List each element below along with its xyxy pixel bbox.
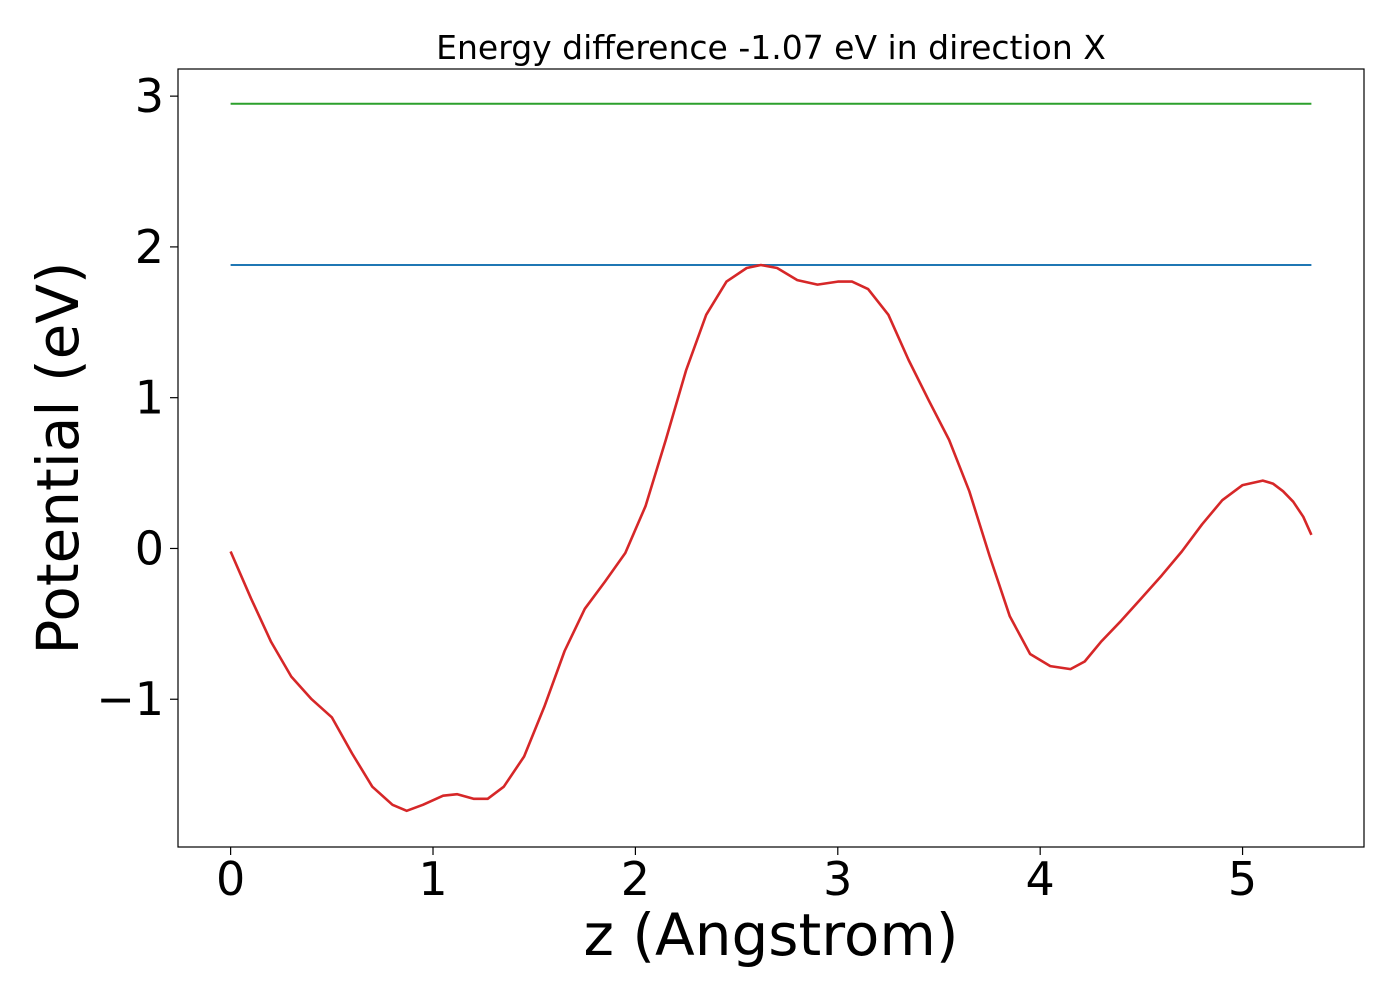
x-tick-label-5: 5	[1228, 852, 1257, 906]
y-tick-label-0: −1	[96, 672, 164, 726]
y-axis-ticks: −1 0 1 2 3	[96, 69, 178, 726]
y-axis-label: Potential (eV)	[24, 261, 92, 654]
x-axis-label: z (Angstrom)	[584, 901, 959, 969]
x-tick-label-0: 0	[216, 852, 245, 906]
x-tick-label-3: 3	[823, 852, 852, 906]
x-tick-label-2: 2	[621, 852, 650, 906]
x-axis-ticks: 0 1 2 3 4 5	[216, 847, 1257, 906]
y-tick-label-2: 1	[135, 371, 164, 425]
series-layer	[229, 102, 1313, 813]
y-tick-label-4: 3	[135, 69, 164, 123]
plot-area-frame	[177, 68, 1365, 848]
y-tick-label-3: 2	[135, 220, 164, 274]
x-tick-label-1: 1	[418, 852, 447, 906]
series-line-3	[229, 263, 1313, 813]
chart-title: Energy difference -1.07 eV in direction …	[436, 28, 1106, 67]
y-tick-label-1: 0	[135, 521, 164, 575]
x-tick-label-4: 4	[1026, 852, 1055, 906]
